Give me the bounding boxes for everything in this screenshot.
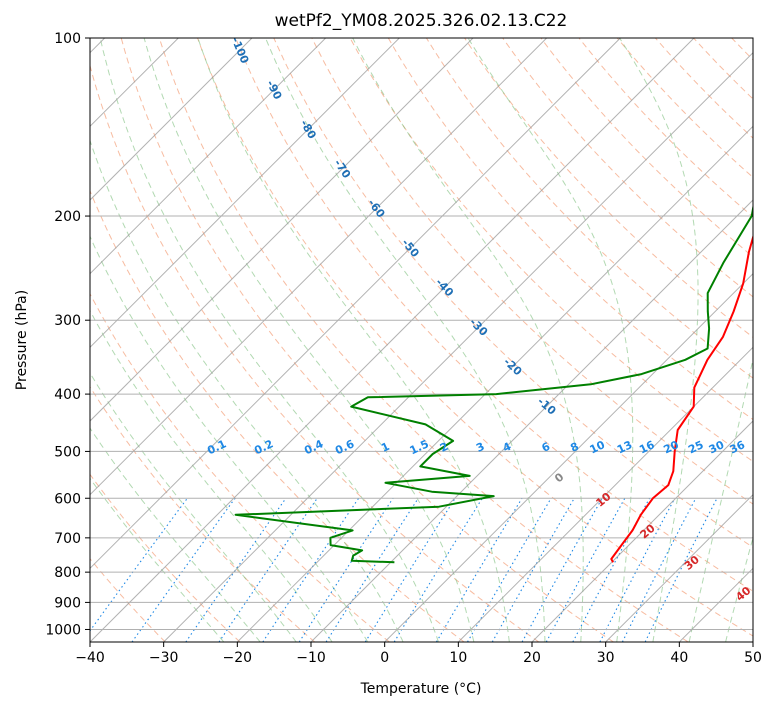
y-tick-label: 200 xyxy=(54,209,81,225)
x-tick-label: −20 xyxy=(223,650,253,666)
isotherm xyxy=(0,38,252,642)
x-tick-label: 50 xyxy=(744,650,762,666)
y-tick-label: 800 xyxy=(54,565,81,581)
x-tick-label: 40 xyxy=(670,650,688,666)
mixing-ratio-line xyxy=(82,498,188,642)
mixing-ratio-line xyxy=(622,498,695,642)
moist-adiabat xyxy=(32,38,368,642)
moist-adiabat-label: 10 xyxy=(593,490,613,510)
mixing-ratio-line xyxy=(394,498,482,642)
mixing-ratio-line xyxy=(645,498,717,642)
y-tick-label: 300 xyxy=(54,313,81,329)
mixing-ratio-label: 1.5 xyxy=(408,437,431,457)
mixing-ratio-label: 3 xyxy=(474,440,486,455)
y-tick-label: 100 xyxy=(54,31,81,47)
isotherm xyxy=(0,38,547,642)
moist-adiabat xyxy=(689,38,775,642)
mixing-ratio-line xyxy=(132,498,235,642)
temperature-line xyxy=(611,38,775,562)
y-tick-label: 900 xyxy=(54,595,81,611)
moist-adiabat xyxy=(100,38,438,642)
mixing-ratio-label: 1 xyxy=(379,440,391,455)
mixing-ratio-label: 16 xyxy=(637,438,657,456)
y-tick-label: 400 xyxy=(54,387,81,403)
isotherm xyxy=(385,38,775,642)
mixing-ratio-label: 2 xyxy=(438,440,450,455)
mixing-ratio-label: 25 xyxy=(686,438,705,456)
mixing-ratio-label: 13 xyxy=(615,438,634,456)
moist-adiabat xyxy=(468,38,633,642)
moist-adiabat-label: 20 xyxy=(638,521,658,541)
dry-adiabat xyxy=(757,25,775,642)
chart-title: wetPf2_YM08.2025.326.02.13.C22 xyxy=(275,11,568,31)
x-tick-label: 0 xyxy=(380,650,389,666)
x-tick-label: 10 xyxy=(449,650,467,666)
moist-adiabat-label: 0 xyxy=(552,470,566,485)
isotherm xyxy=(16,38,620,642)
dry-adiabat xyxy=(0,25,315,642)
x-tick-label: 30 xyxy=(597,650,615,666)
mixing-ratio-line xyxy=(326,498,418,642)
dry-adiabat xyxy=(118,25,614,642)
plot-area xyxy=(0,25,775,642)
mixing-ratio-label: 6 xyxy=(540,440,553,455)
isotherm xyxy=(532,38,775,642)
x-tick-label: −30 xyxy=(149,650,179,666)
y-axis-label: Pressure (hPa) xyxy=(14,290,30,390)
moist-adiabat xyxy=(0,38,260,642)
dry-adiabat xyxy=(0,25,240,642)
isotherm xyxy=(0,38,399,642)
dry-adiabat xyxy=(719,25,775,642)
isotherm xyxy=(164,38,768,642)
moist-adiabat xyxy=(4,38,332,642)
mixing-ratio-label: 10 xyxy=(588,438,608,456)
dry-adiabat xyxy=(268,25,775,642)
y-tick-label: 1000 xyxy=(45,622,81,638)
moist-adiabat xyxy=(0,38,296,642)
mixing-ratio-line xyxy=(436,498,522,642)
dry-adiabat xyxy=(456,25,775,642)
isotherm xyxy=(0,38,326,642)
x-tick-label: −40 xyxy=(75,650,105,666)
mixing-ratio-label: 0.1 xyxy=(205,437,228,457)
dry-adiabat xyxy=(5,25,390,642)
mixing-ratio-line xyxy=(546,498,625,642)
moist-adiabat xyxy=(63,38,403,642)
mixing-ratio-label: 0.4 xyxy=(302,437,325,457)
isotherm xyxy=(753,38,775,642)
mixing-ratio-label: 0.6 xyxy=(333,437,356,457)
x-tick-label: −10 xyxy=(296,650,326,666)
dry-adiabat-label: -100 xyxy=(229,35,252,66)
y-tick-label: 500 xyxy=(54,444,81,460)
dry-adiabat xyxy=(531,25,775,642)
isotherm xyxy=(90,38,694,642)
x-tick-label: 20 xyxy=(523,650,541,666)
dry-adiabat xyxy=(381,25,775,642)
x-axis-label: Temperature (°C) xyxy=(360,681,482,697)
moist-adiabat xyxy=(0,38,224,642)
mixing-ratio-line xyxy=(299,498,393,642)
isotherm xyxy=(679,38,775,642)
mixing-ratio-label: 0.2 xyxy=(252,437,275,457)
mixing-ratio-line xyxy=(365,498,455,642)
mixing-ratio-label: 36 xyxy=(728,438,748,456)
dry-adiabat xyxy=(569,25,775,642)
dry-adiabat xyxy=(494,25,775,642)
y-tick-label: 700 xyxy=(54,531,81,547)
y-tick-label: 600 xyxy=(54,491,81,507)
